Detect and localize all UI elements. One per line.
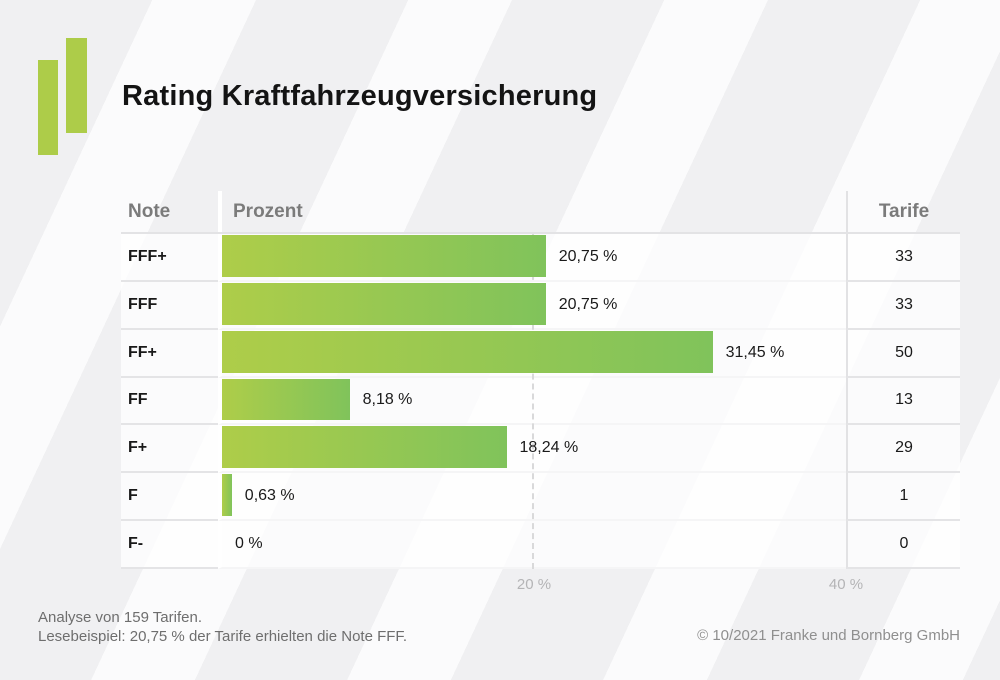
table-row: F 0,63 % 1 [121,473,960,522]
tarife-value: 50 [846,329,960,378]
tarife-value: 1 [846,473,960,522]
logo-bar-icon [66,38,87,133]
note-label: F- [121,521,218,569]
tarife-value: 0 [846,521,960,569]
percent-bar [222,330,713,373]
table-row: FFF+ 20,75 % 33 [121,234,960,282]
franke-bornberg-logo [0,0,110,170]
table-row: F+ 18,24 % 29 [121,425,960,474]
percent-bar [222,235,546,277]
percent-bar [222,378,350,421]
table-row: FFF 20,75 % 33 [121,281,960,330]
percent-bar [222,426,507,469]
percent-value-label: 18,24 % [519,439,579,457]
percent-value-label: 31,45 % [725,343,785,361]
percent-bar-cell: 18,24 % [218,425,846,474]
percent-bar-cell: 20,75 % [218,281,846,330]
table-row: F- 0 % 0 [121,521,960,569]
logo-bar-icon [38,60,58,155]
tarife-value: 33 [846,234,960,282]
percent-value-label: 8,18 % [362,391,413,409]
note-label: FFF+ [121,234,218,282]
percent-bar-cell: 31,45 % [218,329,846,378]
note-label: FF+ [121,329,218,378]
table-row: FF+ 31,45 % 50 [121,329,960,378]
rating-table: Note Prozent Tarife FFF+ 20,75 % 33 FFF 20,7… [121,191,960,569]
percent-bar-cell: 20,75 % [218,234,846,282]
footnote: Analyse von 159 Tarifen. Lesebeispiel: 2… [38,608,407,646]
note-label: F+ [121,425,218,474]
column-header-prozent: Prozent [218,191,846,232]
copyright: © 10/2021 Franke und Bornberg GmbH [697,627,960,644]
table-header-row: Note Prozent Tarife [121,191,960,234]
percent-bar [222,282,546,325]
tarife-value: 33 [846,281,960,330]
gridline-20-percent [532,234,534,569]
note-label: F [121,473,218,522]
page-title: Rating Kraftfahrzeugversicherung [122,80,598,112]
percent-bar [222,474,232,517]
footnote-line2: Lesebeispiel: 20,75 % der Tarife erhielt… [38,628,408,645]
percent-value-label: 0 % [235,534,263,552]
column-header-tarife: Tarife [846,191,960,232]
percent-value-label: 0,63 % [244,487,295,505]
note-label: FFF [121,281,218,330]
note-label: FF [121,377,218,426]
table-body: FFF+ 20,75 % 33 FFF 20,75 % 33 FF+ 31,45 % 50 FF 8… [121,234,960,569]
percent-value-label: 20,75 % [558,295,618,313]
percent-value-label: 20,75 % [558,247,618,265]
axis-tick-20-percent: 20 % [516,576,552,593]
tarife-value: 29 [846,425,960,474]
column-header-note: Note [128,200,171,222]
tarife-value: 13 [846,377,960,426]
footnote-line1: Analyse von 159 Tarifen. [38,609,202,626]
axis-tick-40-percent: 40 % [828,576,864,593]
table-row: FF 8,18 % 13 [121,377,960,426]
